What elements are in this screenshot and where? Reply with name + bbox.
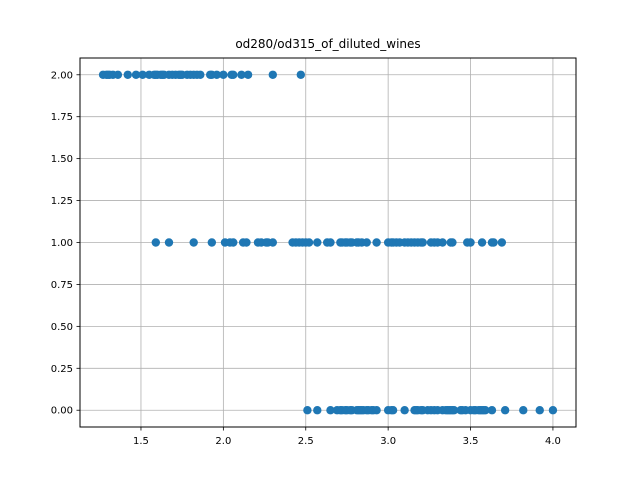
data-point [449, 406, 459, 415]
data-point [219, 70, 228, 79]
data-point [481, 406, 490, 415]
data-point [313, 238, 322, 247]
data-point [229, 70, 238, 79]
data-point [519, 406, 528, 415]
data-point [400, 406, 409, 415]
data-point [196, 70, 205, 79]
data-point [466, 238, 475, 247]
y-tick-label: 0.25 [51, 364, 73, 375]
data-point [229, 238, 238, 247]
data-point [268, 70, 277, 79]
data-point [304, 238, 314, 247]
data-point [326, 238, 335, 247]
chart-title: od280/od315_of_diluted_wines [235, 37, 420, 51]
data-point [113, 70, 123, 79]
data-point [548, 406, 558, 415]
y-tick-label: 0.75 [51, 280, 73, 291]
data-point [388, 406, 398, 415]
data-point [438, 238, 447, 247]
data-point [212, 70, 221, 79]
y-tick-label: 0.50 [51, 322, 73, 333]
data-point [242, 238, 251, 247]
data-point [123, 70, 132, 79]
data-point [326, 406, 335, 415]
x-tick-label: 3.5 [463, 436, 479, 447]
x-tick-label: 4.0 [545, 436, 561, 447]
y-tick-label: 1.00 [51, 238, 73, 249]
x-tick-label: 1.5 [133, 436, 149, 447]
data-point [489, 238, 498, 247]
data-point [500, 406, 510, 415]
x-tick-label: 2.0 [215, 436, 231, 447]
data-point [372, 406, 381, 415]
y-tick-label: 1.25 [51, 196, 73, 207]
y-tick-label: 1.50 [51, 154, 73, 165]
data-point [362, 238, 371, 247]
y-tick-label: 0.00 [51, 406, 73, 417]
data-point [418, 238, 427, 247]
data-point [189, 238, 198, 247]
y-tick-label: 1.75 [51, 112, 73, 123]
data-point [477, 238, 487, 247]
data-point [497, 238, 507, 247]
data-points [98, 70, 558, 415]
data-point [138, 70, 147, 79]
data-point [243, 70, 253, 79]
data-point [313, 406, 322, 415]
y-axis: 0.00 0.25 0.50 0.75 1.00 1.25 1.50 1.75 2.00 [51, 70, 80, 417]
data-point [303, 406, 312, 415]
y-tick-label: 2.00 [51, 70, 73, 81]
data-point [487, 406, 497, 415]
x-tick-label: 3.0 [380, 436, 396, 447]
data-point [164, 238, 174, 247]
data-point [131, 70, 141, 79]
data-point [207, 238, 217, 247]
data-point [268, 238, 277, 247]
x-tick-label: 2.5 [298, 436, 314, 447]
data-point [448, 238, 457, 247]
data-point [151, 238, 161, 247]
data-point [296, 70, 306, 79]
data-point [535, 406, 544, 415]
data-point [372, 238, 381, 247]
x-axis: 1.5 2.0 2.5 3.0 3.5 4.0 [133, 427, 561, 447]
data-point [237, 70, 246, 79]
